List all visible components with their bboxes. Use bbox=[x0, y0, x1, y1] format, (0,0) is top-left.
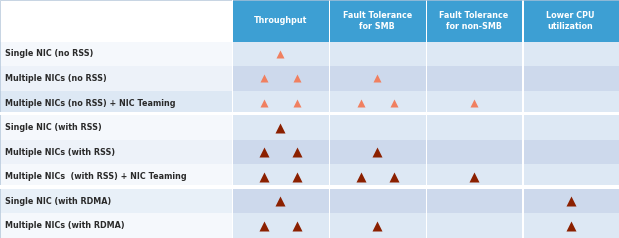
Bar bbox=[329, 0, 426, 42]
Bar bbox=[522, 42, 524, 238]
Text: Single NIC (with RSS): Single NIC (with RSS) bbox=[5, 123, 102, 132]
Bar bbox=[232, 0, 233, 238]
Bar bbox=[426, 91, 522, 115]
Bar bbox=[426, 66, 522, 91]
Bar bbox=[232, 91, 329, 115]
Bar bbox=[426, 189, 522, 213]
Bar bbox=[522, 91, 619, 115]
Bar bbox=[0, 164, 232, 189]
Bar bbox=[426, 0, 522, 42]
Bar bbox=[426, 164, 522, 189]
Bar bbox=[522, 140, 619, 164]
Bar bbox=[0, 0, 232, 42]
Bar bbox=[232, 164, 329, 189]
Bar bbox=[426, 115, 522, 140]
Text: Multiple NICs (with RSS): Multiple NICs (with RSS) bbox=[5, 148, 115, 157]
Bar bbox=[329, 213, 426, 238]
Bar bbox=[522, 0, 524, 42]
Bar bbox=[232, 115, 329, 140]
Bar bbox=[232, 213, 329, 238]
Bar bbox=[329, 189, 426, 213]
Text: Single NIC (with RDMA): Single NIC (with RDMA) bbox=[5, 197, 111, 206]
Bar bbox=[522, 42, 619, 66]
Bar bbox=[329, 42, 426, 66]
Text: Fault Tolerance
for SMB: Fault Tolerance for SMB bbox=[342, 11, 412, 30]
Bar bbox=[232, 0, 329, 42]
Bar bbox=[232, 42, 329, 66]
Text: Fault Tolerance
for non-SMB: Fault Tolerance for non-SMB bbox=[439, 11, 509, 30]
Bar bbox=[522, 0, 619, 42]
Bar bbox=[0, 115, 232, 140]
Bar bbox=[426, 213, 522, 238]
Bar bbox=[426, 140, 522, 164]
Bar bbox=[0, 42, 232, 66]
Text: Multiple NICs  (with RSS) + NIC Teaming: Multiple NICs (with RSS) + NIC Teaming bbox=[5, 172, 186, 181]
Bar bbox=[0, 189, 232, 213]
Text: Single NIC (no RSS): Single NIC (no RSS) bbox=[5, 50, 93, 58]
Bar bbox=[329, 91, 426, 115]
Bar bbox=[522, 66, 619, 91]
Bar bbox=[522, 213, 619, 238]
Bar bbox=[0, 140, 232, 164]
Bar bbox=[522, 189, 619, 213]
Bar bbox=[329, 140, 426, 164]
Text: Lower CPU
utilization: Lower CPU utilization bbox=[547, 11, 595, 30]
Bar bbox=[522, 164, 619, 189]
Bar bbox=[0, 66, 232, 91]
Bar bbox=[329, 164, 426, 189]
Bar bbox=[232, 140, 329, 164]
Bar bbox=[232, 189, 329, 213]
Text: Throughput: Throughput bbox=[254, 16, 307, 25]
Bar bbox=[0, 185, 619, 189]
Bar bbox=[232, 66, 329, 91]
Bar bbox=[522, 115, 619, 140]
Text: Multiple NICs (no RSS) + NIC Teaming: Multiple NICs (no RSS) + NIC Teaming bbox=[5, 99, 175, 108]
Bar bbox=[329, 66, 426, 91]
Bar bbox=[0, 112, 619, 115]
Bar bbox=[0, 91, 232, 115]
Bar bbox=[426, 42, 522, 66]
Bar bbox=[329, 115, 426, 140]
Bar bbox=[0, 213, 232, 238]
Bar bbox=[426, 0, 427, 42]
Bar bbox=[329, 42, 330, 238]
Bar bbox=[329, 0, 330, 42]
Text: Multiple NICs (with RDMA): Multiple NICs (with RDMA) bbox=[5, 221, 124, 230]
Bar bbox=[426, 42, 427, 238]
Text: Multiple NICs (no RSS): Multiple NICs (no RSS) bbox=[5, 74, 106, 83]
